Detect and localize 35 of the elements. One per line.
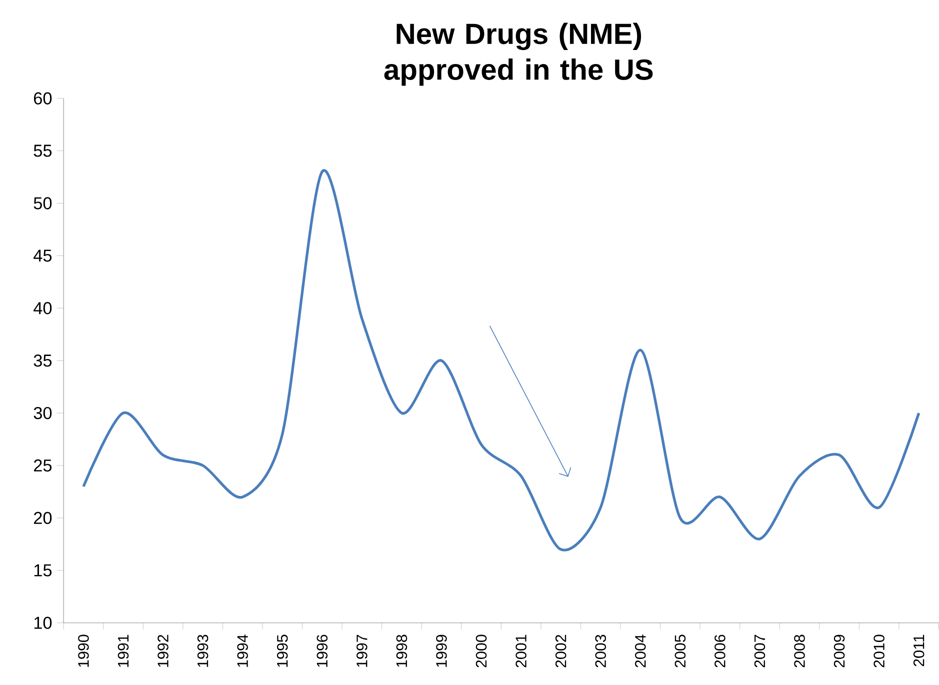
y-tick-label: 15 — [34, 564, 52, 576]
x-tick-label: 2010 — [874, 634, 884, 668]
x-tick-label: 2005 — [674, 634, 686, 668]
x-tick-label: 2008 — [794, 634, 805, 668]
y-tick-label: 50 — [34, 196, 52, 210]
x-tick-label: 2000 — [476, 634, 487, 668]
x-tick-label: 2007 — [754, 634, 766, 668]
y-tick-label: 10 — [34, 616, 52, 629]
y-tick-label: 30 — [34, 406, 52, 419]
x-tick-label: 1996 — [316, 634, 328, 667]
x-tick-label: 1995 — [276, 634, 288, 667]
x-tick-label: 1998 — [396, 634, 408, 667]
x-tick-label: 1990 — [78, 634, 89, 667]
chart-title: New Drugs (NME) approved in the US — [384, 22, 653, 86]
x-tick-label: 1993 — [197, 634, 208, 667]
x-tick-label: 1997 — [356, 634, 368, 667]
x-tick-label: 2006 — [714, 634, 726, 668]
y-tick-label: 25 — [34, 459, 52, 472]
x-tick-label: 1991 — [118, 634, 129, 667]
y-tick-label: 55 — [34, 144, 52, 157]
y-tick-label: 60 — [34, 92, 52, 104]
x-tick-label: 2002 — [555, 634, 566, 668]
y-tick-label: 45 — [34, 249, 52, 262]
line-series — [82, 170, 920, 551]
x-tick-label: 2011 — [913, 634, 924, 666]
x-tick-label: 1992 — [158, 634, 168, 667]
x-tick-label: 1994 — [237, 634, 248, 667]
y-tick-label: 35 — [34, 354, 52, 366]
x-tick-label: 1999 — [436, 634, 447, 667]
x-tick-label: 2001 — [516, 634, 526, 668]
y-tick-label: 20 — [34, 512, 52, 524]
y-tick-label: 40 — [34, 302, 52, 314]
x-tick-label: 2004 — [635, 634, 646, 668]
x-tick-label: 2009 — [834, 634, 845, 668]
x-tick-label: 2003 — [595, 634, 606, 668]
